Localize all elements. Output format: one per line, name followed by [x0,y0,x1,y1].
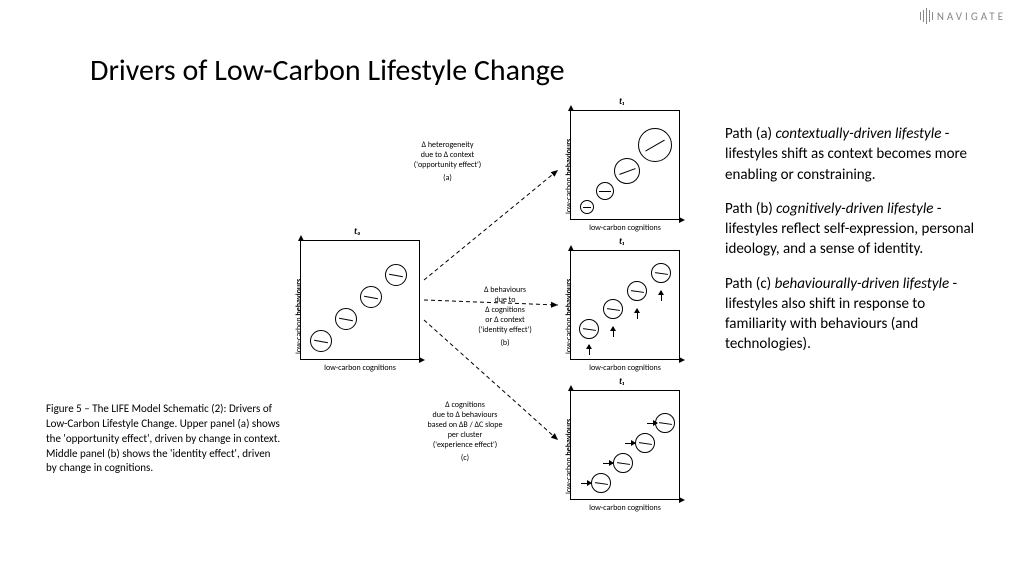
panel-b-box [570,250,680,360]
data-circle [310,330,332,352]
data-circle [651,263,671,283]
data-circle [627,281,647,301]
panel-b-ylabel: low-carbon behaviours [564,279,574,354]
brand-text: NAVIGATE [937,10,1006,23]
shift-arrow-icon [603,463,613,464]
shift-arrow-icon [589,345,590,355]
data-circle [613,453,633,473]
brand-logo: NAVIGATE [920,8,1006,24]
path-a-desc: Path (a) contextually-driven lifestyle -… [725,124,985,185]
panel-t0-xlabel: low-carbon cognitions [300,363,420,373]
data-circle [655,413,675,433]
data-circle [385,264,407,286]
panel-c: t₁ low-carbon behaviours low-carbon cogn… [570,390,680,500]
panel-b-xlabel: low-carbon cognitions [570,363,680,373]
path-descriptions: Path (a) contextually-driven lifestyle -… [725,124,985,369]
panel-c-box [570,390,680,500]
panel-b: t₁ low-carbon behaviours low-carbon cogn… [570,250,680,360]
data-circle [360,286,382,308]
data-circle [603,299,623,319]
annotation-a: Δ heterogeneitydue to Δ context('opportu… [400,140,495,183]
panel-t0-box [300,240,420,360]
panel-t0: t₀ low-carbon behaviours low-carbon cogn… [300,240,420,360]
panel-a-box [570,110,680,220]
logo-bars-icon [920,8,933,24]
shift-arrow-icon [647,423,657,424]
t1-label-b: t₁ [619,236,624,247]
panel-c-xlabel: low-carbon cognitions [570,503,680,513]
t1-label-c: t₁ [619,376,624,387]
data-circle [638,128,672,162]
page-title: Drivers of Low-Carbon Lifestyle Change [90,52,565,89]
data-circle [591,473,611,493]
shift-arrow-icon [661,291,662,301]
t1-label-a: t₁ [619,96,624,107]
data-circle [335,308,357,330]
life-model-diagram: t₀ low-carbon behaviours low-carbon cogn… [290,110,720,540]
figure-caption: Figure 5 – The LIFE Model Schematic (2):… [46,402,281,476]
shift-arrow-icon [613,327,614,337]
path-c-desc: Path (c) behaviourally-driven lifestyle … [725,274,985,355]
panel-t0-ylabel: low-carbon behaviours [294,279,304,354]
annotation-c: Δ cognitionsdue to Δ behavioursbased on … [410,400,520,463]
annotation-b: Δ behavioursdue toΔ cognitionsor Δ conte… [465,285,545,348]
data-circle [635,433,655,453]
panel-a-ylabel: low-carbon behaviours [564,139,574,214]
data-circle [579,319,599,339]
data-circle [614,158,640,184]
path-b-desc: Path (b) cognitively-driven lifestyle - … [725,199,985,260]
panel-a: t₁ low-carbon behaviours low-carbon cogn… [570,110,680,220]
shift-arrow-icon [625,443,635,444]
shift-arrow-icon [637,309,638,319]
data-circle [580,200,594,214]
shift-arrow-icon [581,483,591,484]
panel-c-ylabel: low-carbon behaviours [564,419,574,494]
panel-a-xlabel: low-carbon cognitions [570,223,680,233]
data-circle [596,182,614,200]
t0-label: t₀ [354,226,361,237]
